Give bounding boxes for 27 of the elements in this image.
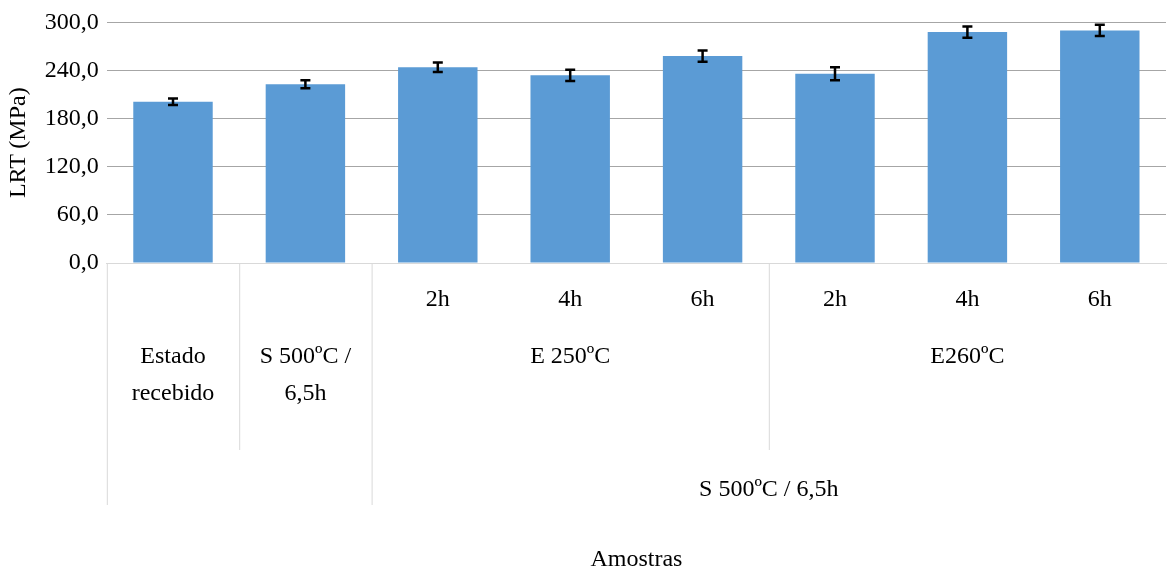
text: E260ºC bbox=[930, 342, 1005, 369]
x-tick-label: 6h bbox=[690, 285, 715, 312]
bar bbox=[927, 32, 1008, 263]
bar bbox=[530, 75, 610, 263]
y-tick-label: 120,0 bbox=[44, 152, 99, 179]
text: E 250ºC bbox=[530, 342, 611, 369]
x-tick-label: 4h bbox=[955, 285, 980, 312]
bar bbox=[1060, 30, 1140, 263]
text: Estado recebido bbox=[131, 342, 215, 406]
bar bbox=[133, 101, 213, 263]
y-tick-label: 60,0 bbox=[56, 200, 99, 227]
x-tick-label: 6h bbox=[1087, 285, 1112, 312]
y-tick-label: 300,0 bbox=[44, 7, 99, 34]
y-tick-label: 240,0 bbox=[44, 55, 99, 82]
bar bbox=[795, 73, 875, 263]
x-tick-label: 2h bbox=[823, 285, 847, 312]
x-tick-label: 4h bbox=[558, 285, 583, 312]
x-tick-label: 2h bbox=[425, 285, 450, 312]
bar bbox=[662, 56, 743, 263]
y-tick-label: 180,0 bbox=[44, 103, 99, 130]
y-tick-label: 0,0 bbox=[68, 248, 99, 275]
bar bbox=[265, 84, 346, 263]
bar bbox=[398, 67, 478, 263]
text: S 500ºC / 6,5h bbox=[699, 475, 839, 502]
text: S 500ºC / 6,5h bbox=[259, 342, 352, 406]
y-axis-title: LRT (MPa) bbox=[3, 87, 30, 199]
text: Amostras bbox=[590, 545, 683, 572]
